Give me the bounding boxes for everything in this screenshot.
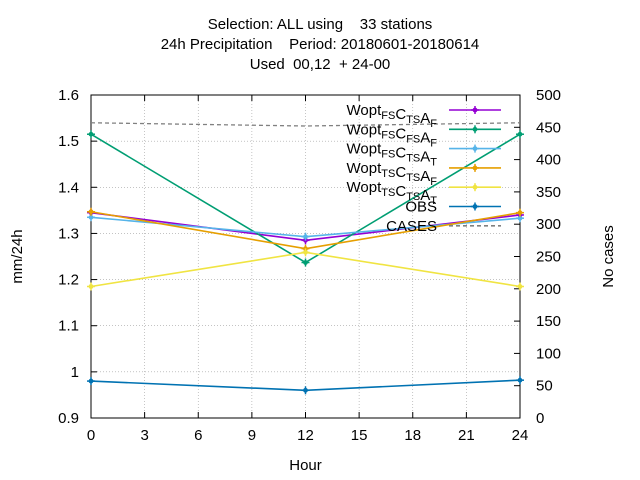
y2-tick-label: 200: [536, 281, 561, 298]
y-tick-label: 1.2: [58, 272, 79, 289]
x-tick-label: 0: [87, 427, 95, 444]
legend-label-0: WoptFSCTSAF: [347, 102, 438, 130]
series-point-1: [517, 131, 523, 137]
series-point-2: [303, 234, 308, 240]
series-point-2: [517, 215, 523, 221]
legend-label-5: OBS: [405, 199, 437, 216]
y2-tick-label: 150: [536, 313, 561, 330]
series-point-5: [88, 378, 94, 384]
y2-tick-label: 350: [536, 184, 561, 201]
chart-title-line-3: Used 00,12 + 24-00: [249, 56, 391, 73]
y-axis-label: mm/24h: [9, 229, 26, 283]
x-tick-label: 3: [140, 427, 148, 444]
series-point-4: [303, 249, 308, 255]
chart-title-line-1: Selection: ALL using 33 stations: [207, 16, 433, 33]
legend-marker-3: [472, 165, 478, 171]
y-tick-label: 1.6: [58, 87, 79, 104]
legend-label-6: CASES: [386, 218, 437, 235]
x-tick-label: 15: [351, 427, 368, 444]
y-tick-label: 1: [71, 364, 79, 381]
series-point-4: [517, 284, 523, 289]
series-point-1: [88, 131, 94, 137]
y-tick-label: 1.4: [58, 179, 79, 196]
series-line-6: [90, 122, 521, 127]
y2-axis-label: No cases: [600, 225, 617, 288]
legend-marker-2: [472, 146, 478, 152]
chart-title-line-2: 24h Precipitation Period: 20180601-20180…: [160, 36, 480, 53]
series-point-4: [88, 284, 94, 289]
x-tick-label: 21: [458, 427, 475, 444]
y2-tick-label: 250: [536, 249, 561, 266]
series-point-3: [88, 209, 94, 215]
legend-label-4: WoptTSCTSAT: [347, 179, 438, 207]
x-tick-label: 6: [194, 427, 202, 444]
legend-label-2: WoptFSCTSAT: [347, 141, 438, 169]
y2-tick-label: 100: [536, 345, 561, 362]
y-tick-label: 1.3: [58, 225, 79, 242]
series-point-5: [517, 377, 523, 383]
series-point-5: [303, 387, 308, 393]
y2-tick-label: 0: [536, 410, 544, 427]
legend-label-1: WoptFSCFSAF: [347, 121, 438, 149]
series-point-3: [517, 210, 523, 216]
x-tick-label: 12: [297, 427, 314, 444]
legend-marker-4: [472, 184, 478, 190]
series-point-1: [303, 260, 308, 265]
y2-tick-label: 400: [536, 152, 561, 169]
y2-tick-label: 300: [536, 216, 561, 233]
y2-tick-label: 450: [536, 119, 561, 136]
series-point-2: [88, 214, 94, 220]
y-tick-label: 1.1: [58, 318, 79, 335]
x-tick-label: 9: [248, 427, 256, 444]
y2-tick-label: 50: [536, 378, 553, 395]
y2-tick-label: 500: [536, 87, 561, 104]
legend-label-3: WoptTSCTSAF: [347, 160, 438, 188]
x-tick-label: 24: [512, 427, 529, 444]
x-tick-label: 18: [404, 427, 421, 444]
legend-marker-0: [472, 107, 478, 113]
x-axis-label: Hour: [289, 457, 322, 474]
legend-marker-5: [472, 204, 478, 209]
y-tick-label: 0.9: [58, 410, 79, 427]
y-tick-label: 1.5: [58, 133, 79, 150]
legend-marker-1: [472, 126, 478, 132]
